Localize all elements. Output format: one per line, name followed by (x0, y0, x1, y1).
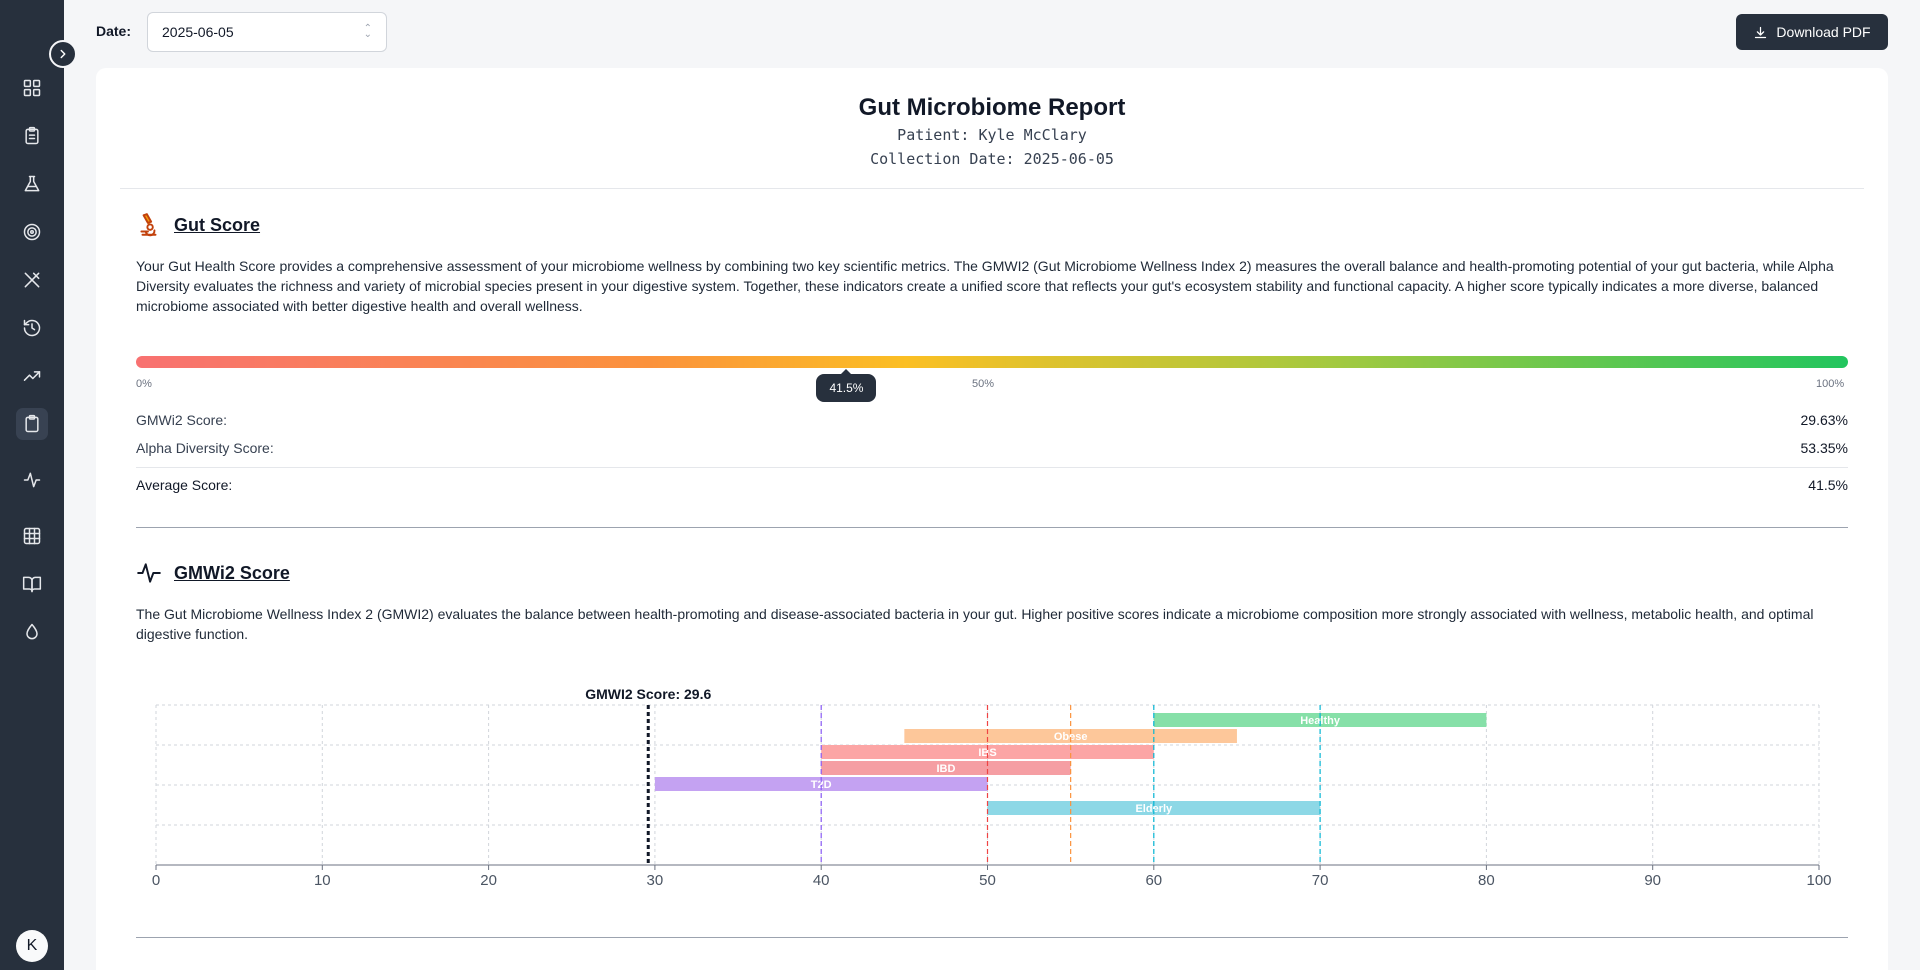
page-title: Gut Microbiome Report (858, 94, 1126, 121)
chevron-right-icon (60, 49, 66, 59)
avatar[interactable]: K (16, 930, 48, 962)
download-icon (1755, 26, 1767, 38)
scale-max-label: 100% (1816, 378, 1845, 390)
average-score-row: Average Score: 41.5% (136, 477, 1848, 493)
divider (136, 467, 1848, 468)
average-score-value: 41.5% (1808, 477, 1848, 493)
score-tooltip: 41.5% (816, 369, 877, 402)
range-label: IBD (936, 763, 955, 775)
sidebar-active-highlight (16, 408, 48, 440)
activity-icon (137, 563, 161, 583)
x-tick-label: 30 (647, 872, 664, 889)
scale-mid-label: 50% (972, 378, 995, 390)
gut-score-bar (136, 356, 1848, 368)
gut-score-heading: Gut Score (136, 212, 260, 238)
x-tick-label: 100 (1806, 872, 1831, 889)
avatar-initial: K (26, 937, 38, 954)
score-row-value: 53.35% (1800, 440, 1848, 456)
range-bar-ibd (821, 761, 1071, 775)
trending-up-icon[interactable] (20, 364, 44, 388)
x-tick-label: 60 (1145, 872, 1162, 889)
flask-icon[interactable] (20, 172, 44, 196)
target-icon[interactable] (20, 220, 44, 244)
gut-score-description: Your Gut Health Score provides a compreh… (136, 258, 1834, 314)
gmwi2-description: The Gut Microbiome Wellness Index 2 (GMW… (136, 606, 1814, 642)
collection-date: Collection Date: 2025-06-05 (870, 150, 1114, 168)
x-tick-label: 90 (1644, 872, 1661, 889)
score-row-gmwi2: GMWi2 Score: 29.63% (136, 412, 1848, 428)
download-pdf-label: Download PDF (1776, 24, 1871, 40)
x-tick-label: 40 (813, 872, 830, 889)
patient-name: Patient: Kyle McClary (897, 126, 1087, 144)
utensils-icon[interactable] (20, 268, 44, 292)
x-tick-label: 20 (480, 872, 497, 889)
section-title: Gut Score (174, 214, 261, 235)
sidebar-toggle-button[interactable] (49, 40, 77, 68)
x-tick-label: 80 (1478, 872, 1495, 889)
range-bar-healthy (1153, 713, 1487, 727)
activity-icon[interactable] (20, 468, 44, 492)
section-divider (136, 527, 1848, 528)
droplet-icon[interactable] (20, 620, 44, 644)
download-pdf-button[interactable]: Download PDF (1736, 14, 1888, 50)
scale-min-label: 0% (136, 378, 152, 390)
clipboard-list-icon[interactable] (20, 124, 44, 148)
date-select[interactable]: 2025-06-05 ⌃ ⌄ (147, 12, 387, 52)
date-label: Date: (96, 23, 132, 39)
x-tick-label: 0 (152, 872, 160, 889)
section-title: GMWi2 Score (174, 562, 290, 583)
average-score-label: Average Score: (136, 477, 233, 493)
section-divider (136, 937, 1848, 938)
chevron-updown-icon: ⌃ ⌄ (363, 23, 372, 40)
gmwi2-range-chart: 0 10 20 30 40 50 60 70 80 90 100HealthyObeseIBSIBD… (152, 686, 1832, 889)
sidebar: K (0, 0, 64, 970)
gmwi2-heading: GMWi2 Score (136, 560, 290, 586)
report-card: Gut Microbiome Report Patient: Kyle McCl… (96, 68, 1888, 970)
range-bar-t2d (654, 777, 988, 791)
clipboard-icon[interactable] (20, 412, 44, 436)
score-row-alpha-diversity: Alpha Diversity Score: 53.35% (136, 440, 1848, 456)
grid-icon[interactable] (20, 524, 44, 548)
date-value: 2025-06-05 (162, 24, 234, 40)
history-icon[interactable] (20, 316, 44, 340)
divider (120, 188, 1864, 189)
score-row-label: Alpha Diversity Score: (136, 440, 274, 456)
microscope-icon (140, 213, 157, 237)
score-row-label: GMWi2 Score: (136, 412, 228, 428)
score-row-value: 29.63% (1800, 412, 1848, 428)
score-line-label: GMWI2 Score: 29.6 (585, 686, 711, 702)
dashboard-icon[interactable] (20, 76, 44, 100)
x-tick-label: 70 (1312, 872, 1329, 889)
book-open-icon[interactable] (20, 572, 44, 596)
x-tick-label: 50 (979, 872, 996, 889)
x-tick-label: 10 (314, 872, 331, 889)
